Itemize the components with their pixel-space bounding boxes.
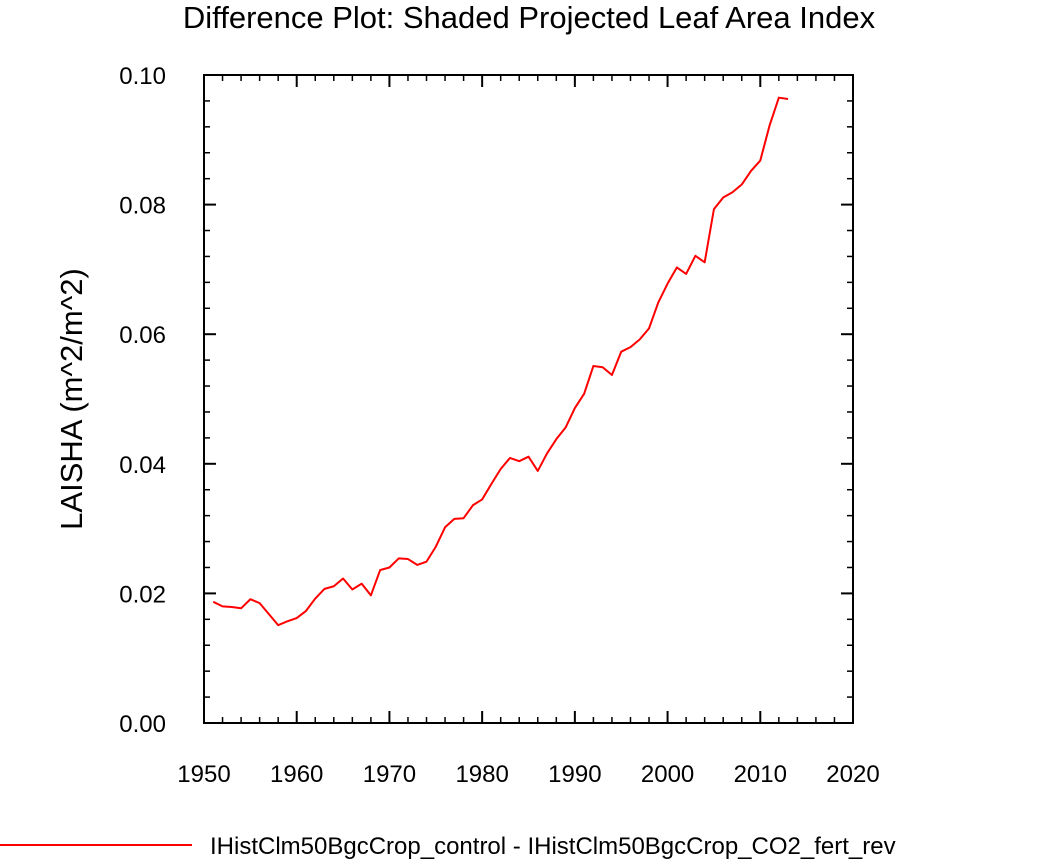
tick-marks — [203, 74, 854, 724]
y-tick-label: 0.10 — [119, 63, 166, 90]
x-tick-label: 1990 — [548, 761, 601, 788]
legend: IHistClm50BgcCrop_control - IHistClm50Bg… — [0, 833, 896, 860]
y-tick-label: 0.06 — [119, 322, 166, 349]
x-tick-label: 2020 — [826, 761, 879, 788]
y-axis-label: LAISHA (m^2/m^2) — [54, 268, 89, 530]
x-tick-label: 1970 — [363, 761, 416, 788]
x-tick-label: 1980 — [455, 761, 508, 788]
y-tick-label: 0.04 — [119, 452, 166, 479]
legend-label: IHistClm50BgcCrop_control - IHistClm50Bg… — [210, 833, 896, 860]
chart-title: Difference Plot: Shaded Projected Leaf A… — [183, 0, 876, 35]
x-tick-label: 1950 — [177, 761, 230, 788]
series-line-0 — [212, 96, 789, 627]
plot-area-frame — [203, 74, 854, 724]
y-tick-label: 0.02 — [119, 581, 166, 608]
y-tick-label: 0.08 — [119, 193, 166, 220]
y-axis-tick-labels: 0.00 0.02 0.04 0.06 0.08 0.10 — [119, 63, 166, 738]
x-tick-label: 2000 — [641, 761, 694, 788]
x-tick-label: 2010 — [734, 761, 787, 788]
x-axis-tick-labels: 1950 1960 1970 1980 1990 2000 2010 2020 — [177, 761, 879, 788]
series-lines — [212, 96, 789, 627]
x-tick-label: 1960 — [270, 761, 323, 788]
y-tick-label: 0.00 — [119, 711, 166, 738]
